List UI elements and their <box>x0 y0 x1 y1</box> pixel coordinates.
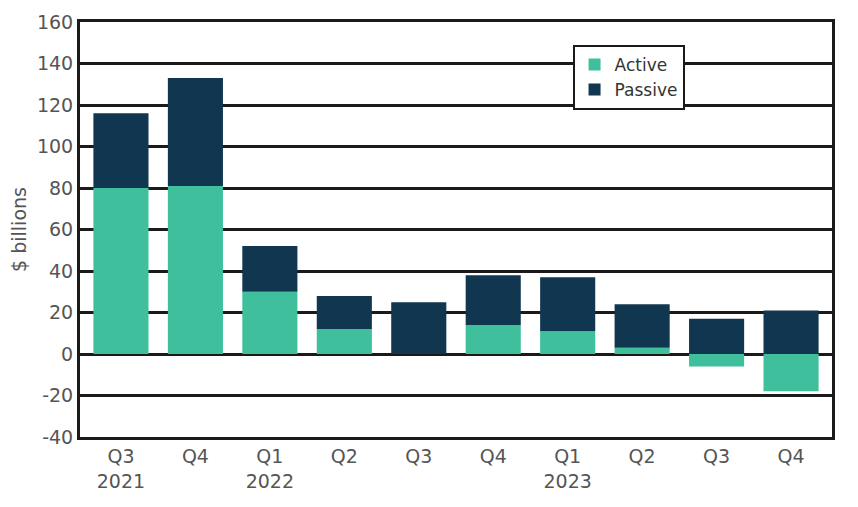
svg-text:Q3: Q3 <box>405 445 432 467</box>
svg-text:40: 40 <box>49 260 73 282</box>
svg-text:160: 160 <box>37 11 73 33</box>
svg-text:60: 60 <box>49 218 73 240</box>
svg-text:140: 140 <box>37 52 73 74</box>
svg-text:Q12022: Q12022 <box>246 445 294 492</box>
svg-text:Q3: Q3 <box>703 445 730 467</box>
svg-text:Q2: Q2 <box>629 445 656 467</box>
svg-text:0: 0 <box>61 343 73 365</box>
svg-text:Q4: Q4 <box>182 445 209 467</box>
svg-text:80: 80 <box>49 177 73 199</box>
svg-text:-20: -20 <box>42 384 73 406</box>
svg-text:Q32021: Q32021 <box>97 445 145 492</box>
svg-text:Active: Active <box>615 55 668 75</box>
svg-text:120: 120 <box>37 94 73 116</box>
svg-text:Q2: Q2 <box>331 445 358 467</box>
svg-text:20: 20 <box>49 301 73 323</box>
svg-text:Q12023: Q12023 <box>544 445 592 492</box>
svg-text:-40: -40 <box>42 426 73 448</box>
svg-text:Q4: Q4 <box>778 445 805 467</box>
svg-text:$ billions: $ billions <box>8 187 30 272</box>
svg-text:Passive: Passive <box>615 80 678 100</box>
svg-text:100: 100 <box>37 135 73 157</box>
svg-text:Q4: Q4 <box>480 445 507 467</box>
